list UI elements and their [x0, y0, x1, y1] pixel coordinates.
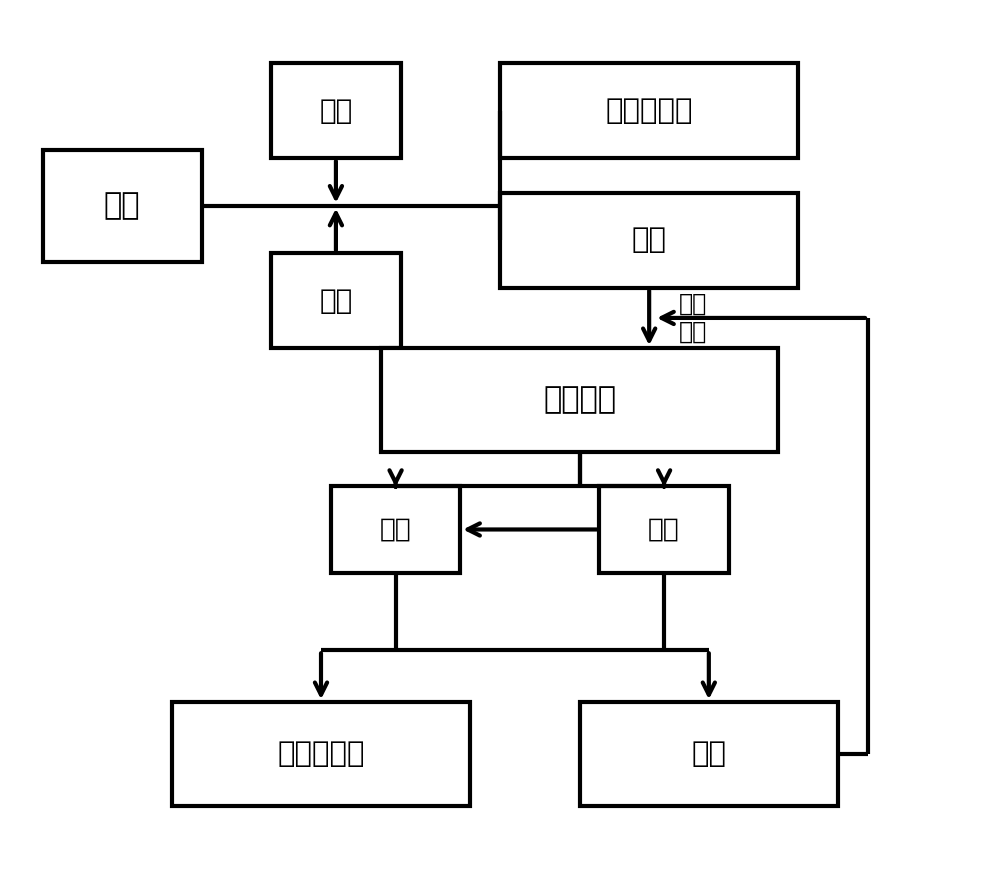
- FancyBboxPatch shape: [271, 63, 401, 158]
- Text: 镁铝水滑石: 镁铝水滑石: [605, 96, 693, 125]
- FancyBboxPatch shape: [500, 193, 798, 288]
- Text: 滤液: 滤液: [632, 226, 667, 255]
- Text: 富锂卤水: 富锂卤水: [543, 386, 616, 415]
- FancyBboxPatch shape: [500, 63, 798, 158]
- FancyBboxPatch shape: [172, 702, 470, 806]
- FancyBboxPatch shape: [271, 253, 401, 348]
- FancyBboxPatch shape: [580, 702, 838, 806]
- Text: 滤液: 滤液: [691, 740, 726, 768]
- Text: 铝盐: 铝盐: [319, 96, 353, 125]
- FancyBboxPatch shape: [599, 487, 729, 573]
- FancyBboxPatch shape: [43, 149, 202, 262]
- Text: 卤水: 卤水: [104, 191, 140, 220]
- Text: 锂铝水滑石: 锂铝水滑石: [277, 740, 365, 768]
- Text: 蒸发
浓缩: 蒸发 浓缩: [679, 292, 707, 344]
- FancyBboxPatch shape: [381, 348, 778, 452]
- FancyBboxPatch shape: [331, 487, 460, 573]
- Text: 铝盐: 铝盐: [380, 516, 411, 542]
- Text: 碱液: 碱液: [648, 516, 680, 542]
- Text: 碱液: 碱液: [319, 287, 353, 315]
